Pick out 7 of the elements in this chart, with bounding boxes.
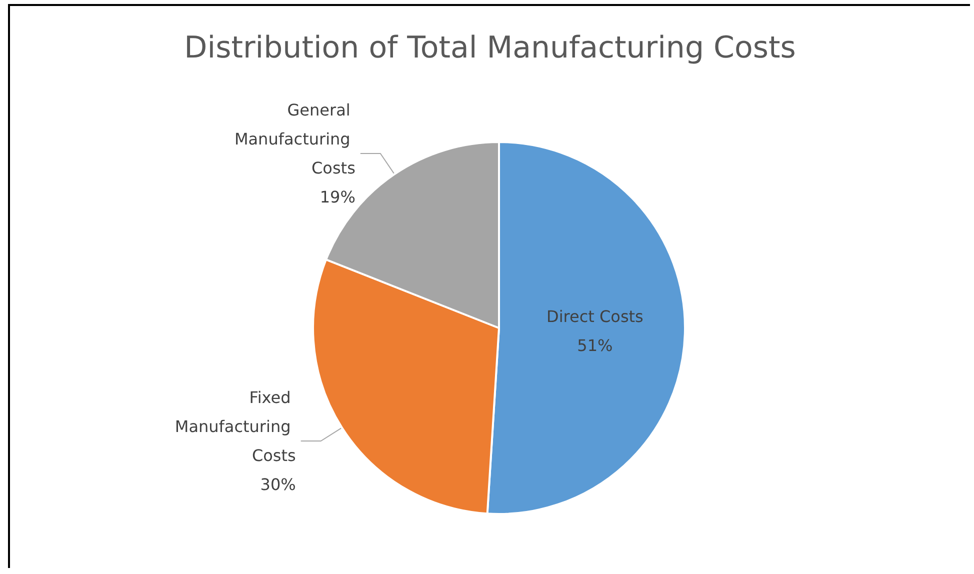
data-label: 19%	[320, 187, 356, 206]
data-label: 30%	[260, 475, 296, 494]
data-label: 51%	[577, 336, 613, 356]
slice-label: General Manufacturing Costs	[234, 100, 356, 178]
slice-label: Fixed Manufacturing Costs	[174, 388, 296, 466]
slice-label: Direct Costs	[546, 307, 644, 326]
chart-title: Distribution of Total Manufacturing Costs	[184, 30, 796, 66]
